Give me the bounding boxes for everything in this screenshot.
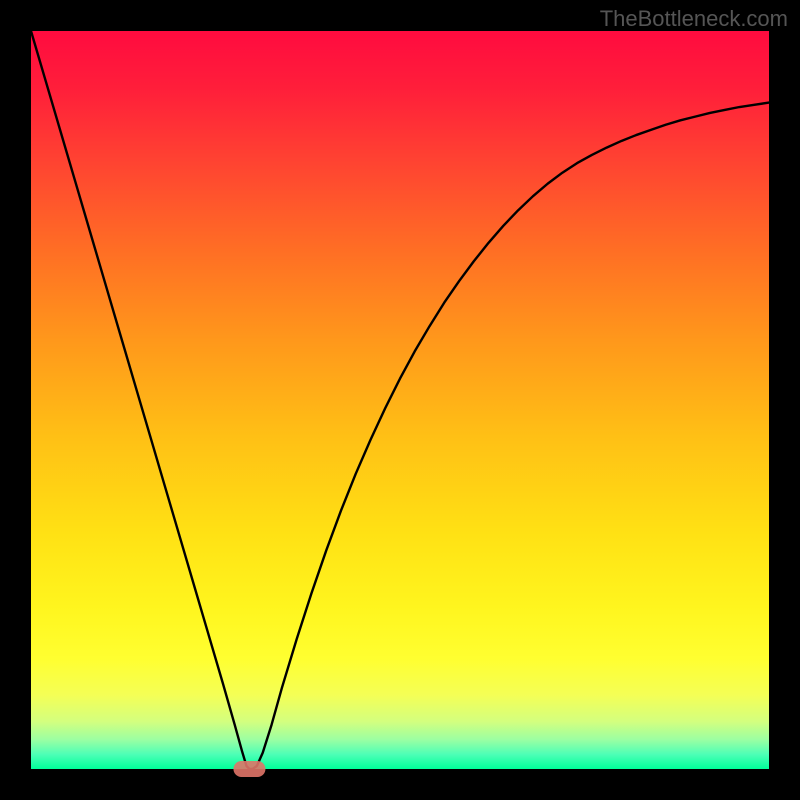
bottleneck-chart <box>0 0 800 800</box>
minimum-marker <box>233 761 265 777</box>
chart-container: TheBottleneck.com <box>0 0 800 800</box>
plot-background <box>31 31 769 769</box>
